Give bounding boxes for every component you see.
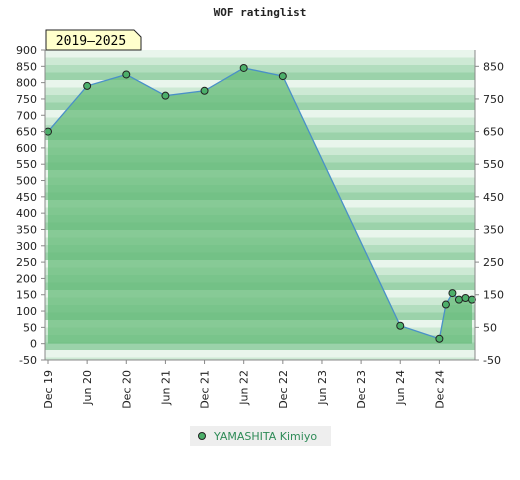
data-point xyxy=(122,70,131,79)
y-left-tick-label: 300 xyxy=(16,240,37,253)
x-tick-label: Dec 20 xyxy=(120,370,133,409)
y-left-tick-label: 500 xyxy=(16,175,37,188)
y-right-tick-label: 50 xyxy=(483,321,497,334)
plot-band xyxy=(45,357,475,361)
legend-marker xyxy=(198,432,206,440)
y-left-tick-label: 450 xyxy=(16,191,37,204)
x-tick-label: Jun 24 xyxy=(394,370,407,406)
y-left-tick-label: 100 xyxy=(16,305,37,318)
x-tick-label: Jun 22 xyxy=(238,370,251,406)
x-tick-label: Jun 20 xyxy=(81,370,94,406)
plot-band xyxy=(45,342,475,351)
y-right-tick-label: 350 xyxy=(483,223,504,236)
data-point xyxy=(161,91,170,100)
y-left-tick-label: 200 xyxy=(16,272,37,285)
y-left-tick-label: 0 xyxy=(30,338,37,351)
series-points xyxy=(44,63,476,343)
y-axis-left: -50 0 50 100 150 200 250 300 350 400 450 500 550 600 6… xyxy=(16,44,46,367)
data-point xyxy=(454,295,463,304)
data-point xyxy=(239,63,248,72)
x-tick-label: Jun 21 xyxy=(159,370,172,406)
plot-band xyxy=(45,57,475,66)
data-point xyxy=(200,86,209,95)
y-left-tick-label: 700 xyxy=(16,109,37,122)
y-left-tick-label: 400 xyxy=(16,207,37,220)
range-badge-label: 2019–2025 xyxy=(56,34,126,49)
y-left-tick-label: 750 xyxy=(16,93,37,106)
y-left-tick-label: 150 xyxy=(16,289,37,302)
data-point xyxy=(448,289,457,298)
range-badge: 2019–2025 xyxy=(45,29,142,51)
x-axis: Dec 19 Jun 20 Dec 20 Jun 21 Dec 21 Jun 22 Dec … xyxy=(42,359,475,409)
x-tick-label: Dec 22 xyxy=(277,370,290,409)
y-right-tick-label: 850 xyxy=(483,60,504,73)
data-point xyxy=(468,295,476,304)
y-left-tick-label: 50 xyxy=(23,321,37,334)
data-point xyxy=(83,81,92,90)
chart-title: WOF ratinglist xyxy=(214,6,307,19)
y-left-tick-label: 650 xyxy=(16,126,37,139)
plot-band xyxy=(45,65,475,73)
plot-band xyxy=(45,350,475,358)
y-right-tick-label: 150 xyxy=(483,289,504,302)
y-axis-right: -50 50 150 250 350 450 550 650 750 850 xyxy=(474,50,504,367)
x-tick-label: Jun 23 xyxy=(316,370,329,406)
y-left-tick-label: 550 xyxy=(16,158,37,171)
legend-entry: YAMASHITA Kimiyo xyxy=(213,430,317,443)
x-tick-label: Dec 23 xyxy=(355,370,368,409)
data-point xyxy=(278,72,287,81)
y-right-tick-label: -50 xyxy=(483,354,501,367)
y-left-tick-label: 250 xyxy=(16,256,37,269)
x-tick-label: Dec 24 xyxy=(433,370,446,409)
y-right-tick-label: 750 xyxy=(483,93,504,106)
data-point xyxy=(44,127,52,136)
plot-band xyxy=(45,50,475,58)
y-right-tick-label: 450 xyxy=(483,191,504,204)
y-left-tick-label: -50 xyxy=(19,354,37,367)
data-point xyxy=(435,334,444,343)
legend[interactable]: YAMASHITA Kimiyo xyxy=(190,426,331,446)
series-fill xyxy=(48,67,472,344)
y-right-tick-label: 250 xyxy=(483,256,504,269)
x-tick-label: Dec 19 xyxy=(42,370,55,409)
y-left-tick-label: 900 xyxy=(16,44,37,57)
data-point xyxy=(461,294,470,302)
y-left-tick-label: 800 xyxy=(16,77,37,90)
y-left-tick-label: 350 xyxy=(16,223,37,236)
y-right-tick-label: 650 xyxy=(483,126,504,139)
data-point xyxy=(441,300,450,309)
y-right-tick-label: 550 xyxy=(483,158,504,171)
y-left-tick-label: 850 xyxy=(16,60,37,73)
data-point xyxy=(396,321,405,330)
x-tick-label: Dec 21 xyxy=(199,370,212,409)
y-left-tick-label: 600 xyxy=(16,142,37,155)
